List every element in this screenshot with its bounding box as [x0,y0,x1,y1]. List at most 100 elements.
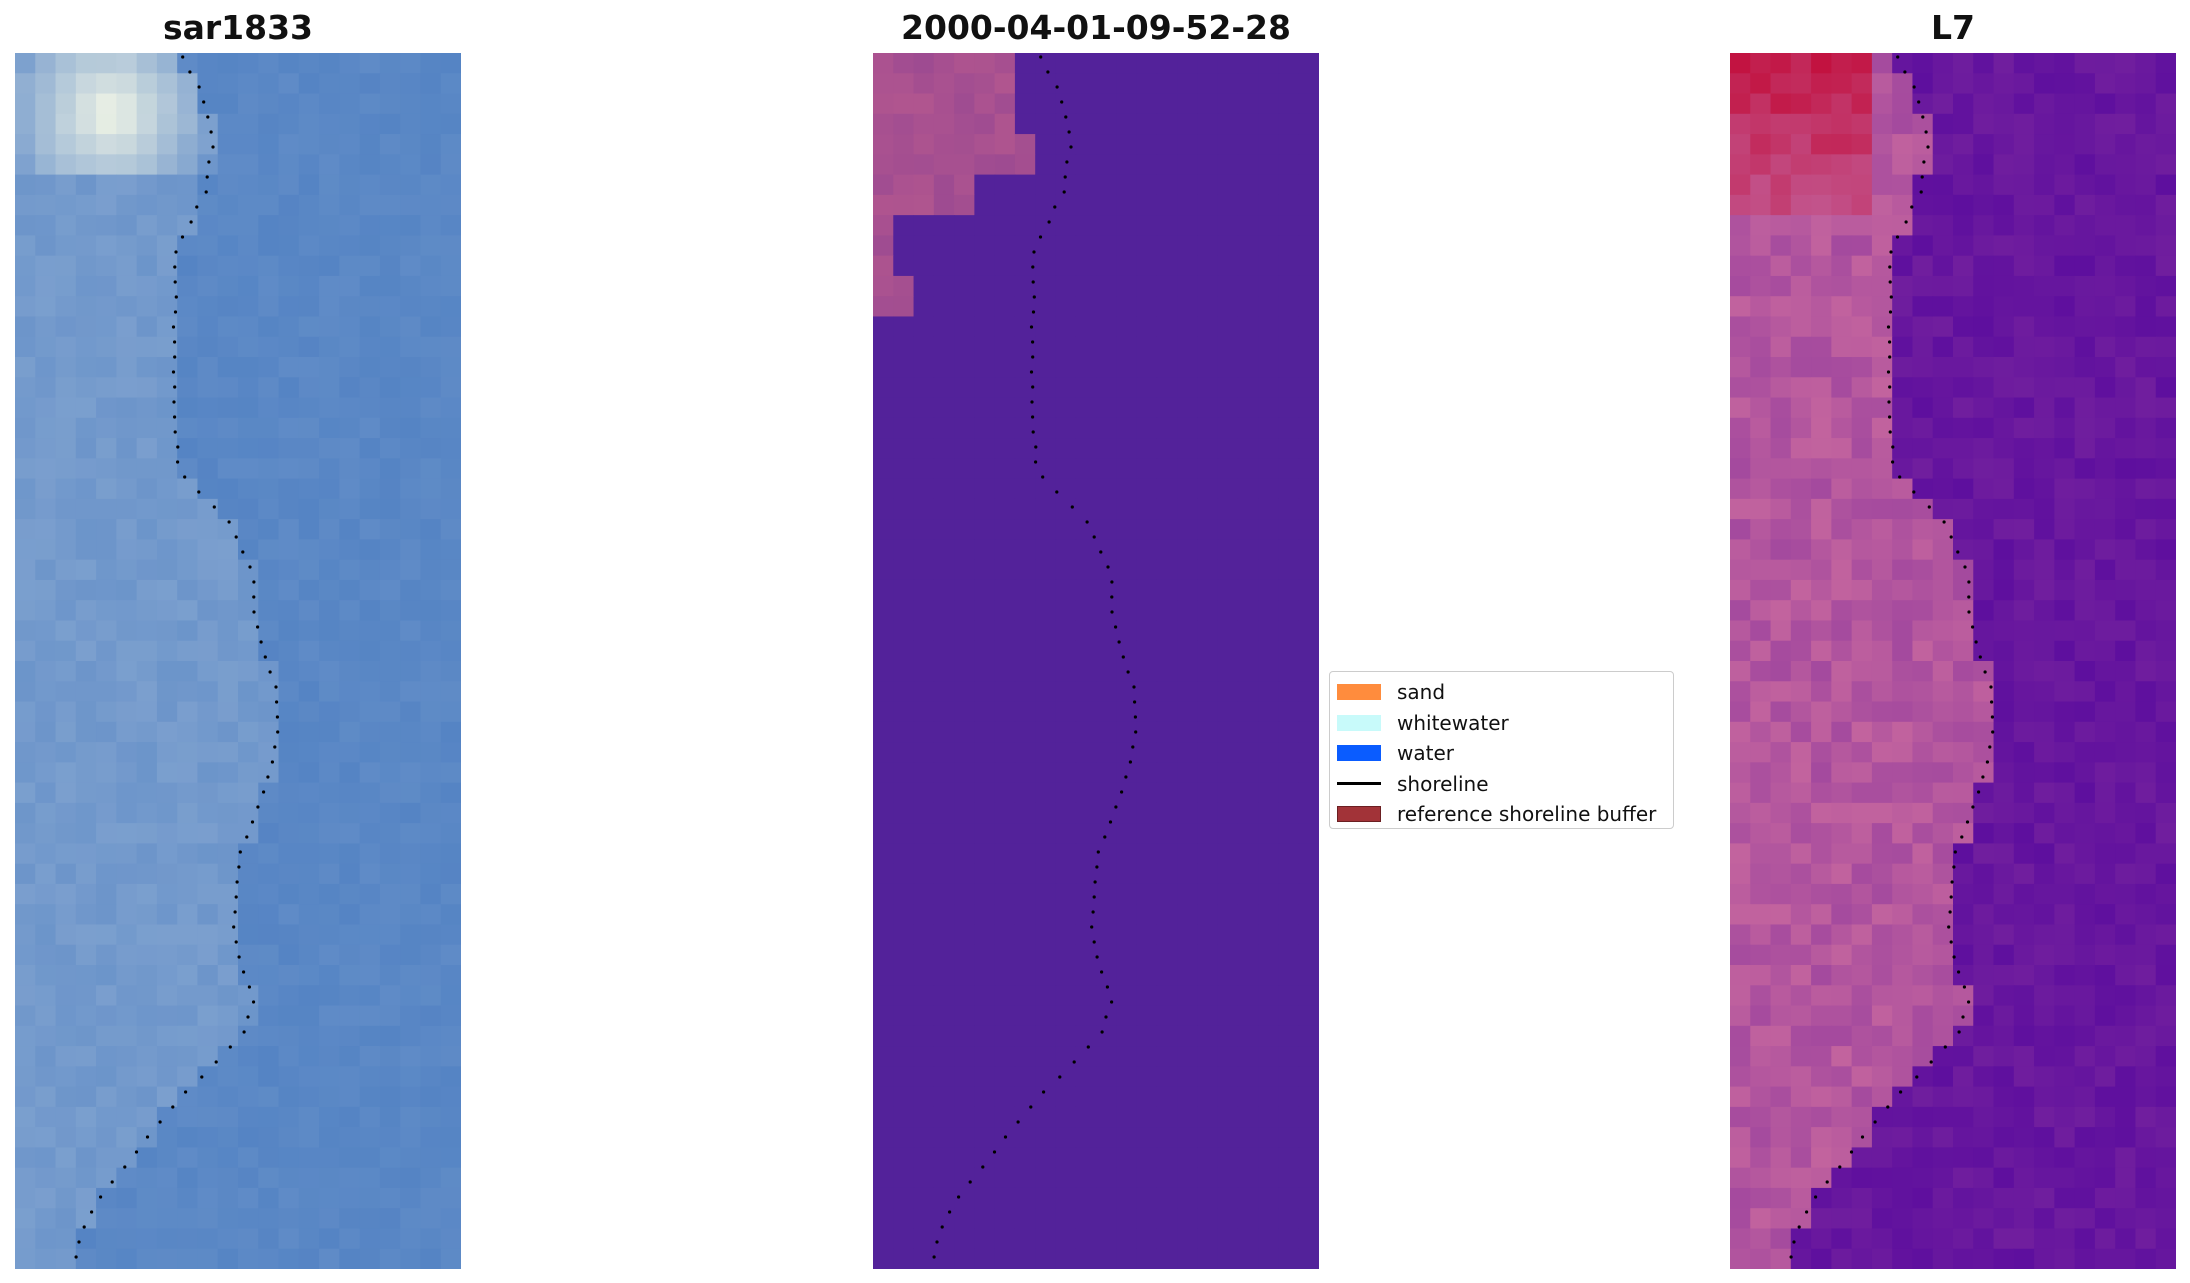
rgb-pixel [319,559,340,581]
class-pixel [1156,620,1178,642]
class-pixel [893,1106,915,1128]
rgb-pixel [238,53,259,74]
rgb-pixel [258,620,280,642]
index-pixel [1953,539,1974,561]
rgb-pixel [440,701,461,723]
class-pixel [1298,93,1319,115]
class-pixel [1116,1167,1138,1189]
index-pixel [1831,802,1853,824]
class-pixel [954,357,975,378]
class-pixel [974,843,996,865]
rgb-pixel [278,721,300,743]
index-pixel [1932,701,1954,723]
index-pixel [1912,640,1934,662]
index-pixel [2074,944,2096,966]
rgb-pixel [197,1208,219,1230]
rgb-pixel [96,762,117,784]
rgb-pixel [420,1208,442,1230]
index-pixel [2094,1127,2116,1148]
index-pixel [1851,154,1873,176]
rgb-pixel [258,843,280,865]
index-pixel [2094,194,2116,216]
class-pixel [1298,397,1319,419]
class-pixel [933,944,955,966]
rgb-pixel [55,863,77,885]
class-pixel [1298,539,1319,561]
class-pixel [1217,174,1239,196]
rgb-pixel [278,1248,300,1269]
index-pixel [1811,1228,1832,1250]
index-pixel [1892,1106,1914,1128]
rgb-pixel [96,397,117,419]
index-pixel [1831,924,1853,946]
index-pixel [2074,883,2096,905]
class-pixel [1055,904,1077,926]
class-pixel [1055,1248,1077,1269]
rgb-pixel [298,620,320,642]
index-pixel [1892,296,1914,318]
rgb-pixel [400,823,422,844]
rgb-pixel [258,944,280,966]
index-pixel [2155,215,2176,236]
class-pixel [1177,336,1198,358]
index-pixel [1953,1167,1974,1189]
class-pixel [1177,357,1198,378]
class-pixel [933,681,955,703]
shoreline-point [189,220,193,224]
rgb-pixel [319,721,340,743]
shoreline-point [1055,490,1059,494]
rgb-pixel [379,458,401,480]
shoreline-point [1100,1030,1104,1034]
class-pixel [1177,1005,1198,1027]
class-pixel [873,883,894,905]
rgb-pixel [116,1208,138,1230]
rgb-pixel [156,1106,178,1128]
rgb-pixel [96,194,117,216]
class-pixel [933,661,955,682]
class-pixel [1177,1025,1198,1047]
index-pixel [2074,113,2096,135]
index-pixel [1892,113,1914,135]
index-pixel [1851,255,1873,277]
rgb-pixel [96,1147,117,1169]
rgb-pixel [440,235,461,257]
rgb-pixel [420,1005,442,1027]
index-pixel [2155,802,2176,824]
rgb-pixel [400,336,422,358]
rgb-pixel [116,843,138,865]
index-pixel [1730,559,1751,581]
rgb-pixel [319,802,340,824]
rgb-pixel [278,823,300,844]
class-pixel [1258,498,1280,520]
shoreline-point [252,580,256,584]
index-pixel [1953,316,1974,338]
class-pixel [994,924,1016,946]
class-pixel [933,1228,955,1250]
class-pixel [1075,944,1097,966]
index-pixel [2074,782,2096,804]
class-pixel [1014,53,1036,74]
class-pixel [994,579,1016,601]
rgb-pixel [116,134,138,155]
index-pixel [1770,1086,1792,1108]
rgb-pixel [75,377,97,399]
class-pixel [1156,377,1178,399]
class-pixel [893,113,915,135]
class-pixel [1197,1046,1219,1067]
class-pixel [1177,1147,1198,1169]
shoreline-point [1099,550,1103,554]
class-pixel [1075,1187,1097,1209]
rgb-pixel [116,924,138,946]
rgb-pixel [339,1106,361,1128]
index-pixel [1851,701,1873,723]
class-pixel [1197,336,1219,358]
index-pixel [1770,397,1792,419]
class-pixel [954,823,975,844]
index-pixel [2034,235,2055,257]
class-pixel [994,539,1016,561]
rgb-pixel [96,863,117,885]
rgb-pixel [116,377,138,399]
class-pixel [1075,255,1097,277]
rgb-pixel [96,1248,117,1269]
rgb-pixel [258,1208,280,1230]
